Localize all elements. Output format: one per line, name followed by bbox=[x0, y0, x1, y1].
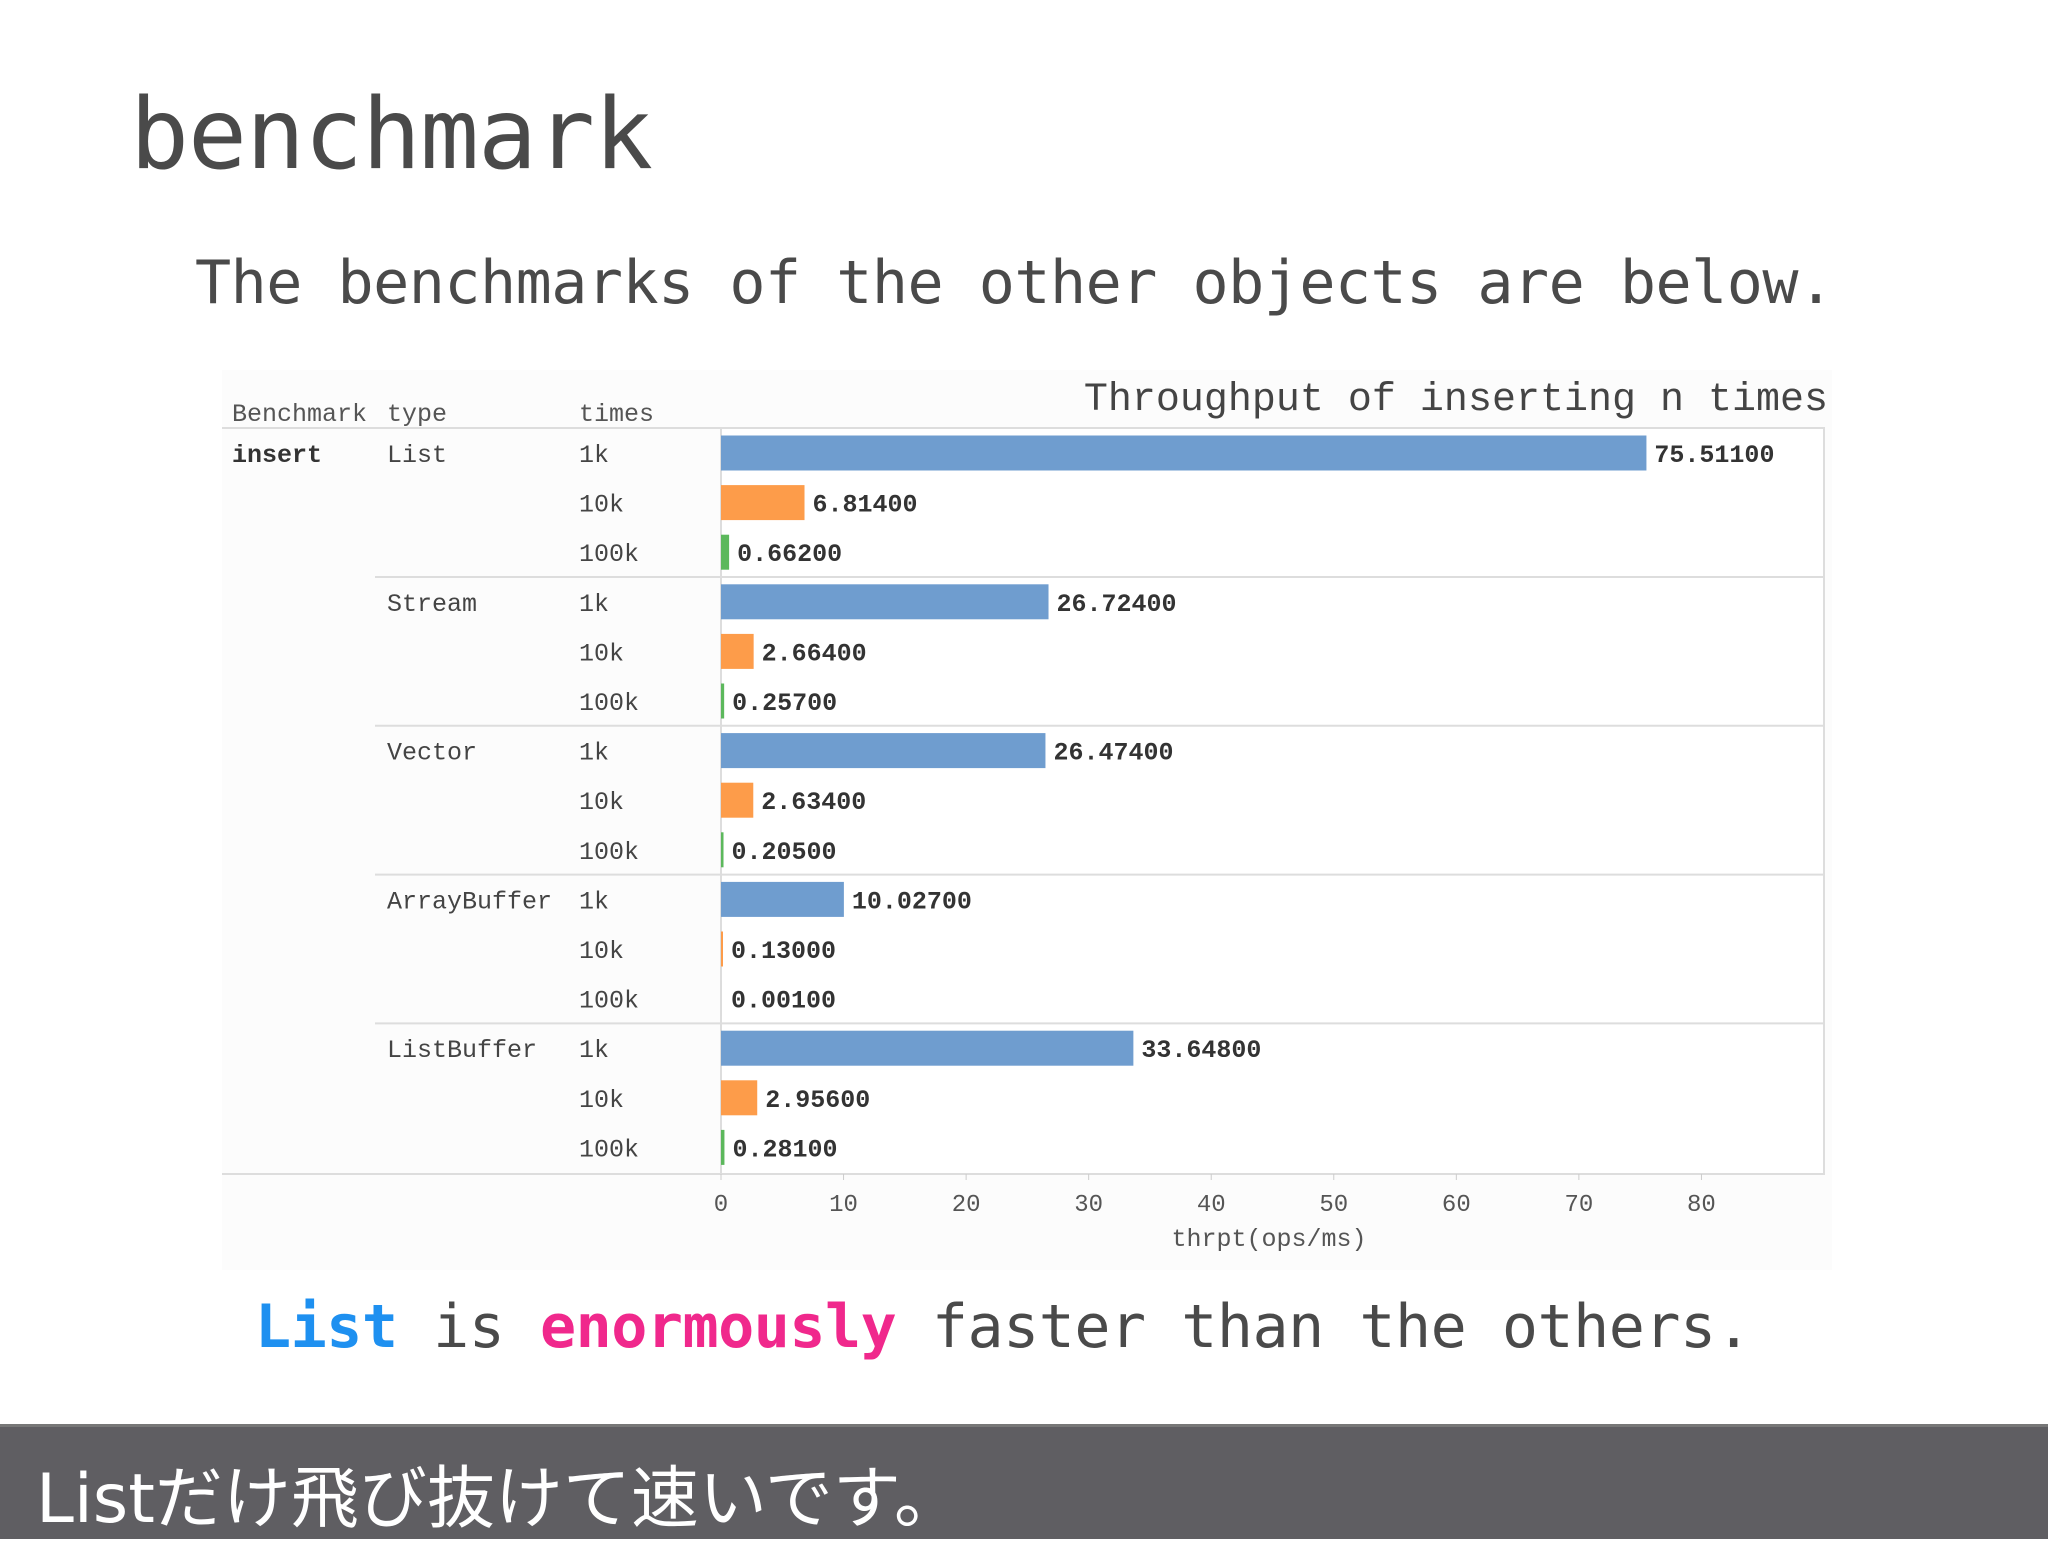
benchmark-chart: Throughput of inserting n times Benchmark… bbox=[0, 0, 2048, 1300]
value-label: 75.51100 bbox=[1654, 441, 1774, 470]
value-label: 26.72400 bbox=[1057, 590, 1177, 619]
column-header: Benchmark bbox=[232, 400, 367, 429]
bar-ListBuffer-100k bbox=[721, 1130, 724, 1165]
x-tick-label: 50 bbox=[1319, 1192, 1348, 1219]
times-label: 100k bbox=[579, 838, 639, 867]
type-label: Stream bbox=[387, 590, 477, 619]
value-label: 6.81400 bbox=[813, 491, 918, 520]
subtitle-band: Listだけ飛び抜けて速いです。 bbox=[0, 1424, 2048, 1539]
type-label: ListBuffer bbox=[387, 1036, 537, 1065]
bar-List-10k bbox=[721, 485, 805, 520]
x-axis-label: thrpt(ops/ms) bbox=[1171, 1225, 1366, 1254]
value-label: 33.64800 bbox=[1141, 1036, 1261, 1065]
bar-ArrayBuffer-1k bbox=[721, 882, 844, 917]
value-label: 0.13000 bbox=[731, 937, 836, 966]
x-tick-label: 80 bbox=[1687, 1192, 1716, 1219]
caption-enormously: enormously bbox=[540, 1292, 896, 1362]
x-tick-label: 10 bbox=[829, 1192, 858, 1219]
caption-text: is bbox=[398, 1292, 541, 1362]
benchmark-label: insert bbox=[232, 441, 322, 470]
x-tick-label: 20 bbox=[952, 1192, 981, 1219]
value-label: 2.63400 bbox=[761, 788, 866, 817]
value-label: 2.95600 bbox=[765, 1086, 870, 1115]
times-label: 10k bbox=[579, 937, 624, 966]
caption-text-rest: faster than the others. bbox=[896, 1292, 1751, 1362]
bar-Stream-10k bbox=[721, 634, 754, 669]
times-label: 100k bbox=[579, 987, 639, 1016]
bar-List-100k bbox=[721, 535, 729, 570]
x-tick-label: 40 bbox=[1197, 1192, 1226, 1219]
times-label: 100k bbox=[579, 540, 639, 569]
times-label: 1k bbox=[579, 739, 609, 768]
times-label: 1k bbox=[579, 1036, 609, 1065]
bar-Vector-100k bbox=[721, 832, 724, 867]
type-label: Vector bbox=[387, 739, 477, 768]
bar-ListBuffer-1k bbox=[721, 1031, 1133, 1066]
type-label: ArrayBuffer bbox=[387, 887, 552, 916]
bar-List-1k bbox=[721, 436, 1646, 471]
value-label: 0.66200 bbox=[737, 540, 842, 569]
x-tick-label: 70 bbox=[1564, 1192, 1593, 1219]
bar-Vector-1k bbox=[721, 733, 1045, 768]
value-label: 10.02700 bbox=[852, 887, 972, 916]
x-tick-label: 30 bbox=[1074, 1192, 1103, 1219]
value-label: 0.25700 bbox=[732, 689, 837, 718]
bar-Vector-10k bbox=[721, 783, 753, 818]
bar-Stream-1k bbox=[721, 584, 1049, 619]
times-label: 1k bbox=[579, 887, 609, 916]
x-tick-label: 60 bbox=[1442, 1192, 1471, 1219]
value-label: 2.66400 bbox=[762, 639, 867, 668]
bar-ArrayBuffer-10k bbox=[721, 932, 723, 967]
caption-list: List bbox=[255, 1292, 398, 1362]
type-label: List bbox=[387, 441, 447, 470]
times-label: 100k bbox=[579, 1135, 639, 1164]
value-label: 0.20500 bbox=[732, 838, 837, 867]
column-header: type bbox=[387, 400, 447, 429]
slide-caption: List is enormously faster than the other… bbox=[255, 1292, 1751, 1362]
value-label: 0.00100 bbox=[731, 987, 836, 1016]
subtitle-band-text: Listだけ飛び抜けて速いです。 bbox=[36, 1443, 962, 1542]
value-label: 0.28100 bbox=[732, 1135, 837, 1164]
bar-Stream-100k bbox=[721, 684, 724, 719]
bar-ListBuffer-10k bbox=[721, 1080, 757, 1115]
x-tick-label: 0 bbox=[714, 1192, 728, 1219]
times-label: 10k bbox=[579, 639, 624, 668]
column-header: times bbox=[579, 400, 654, 429]
value-label: 26.47400 bbox=[1053, 739, 1173, 768]
times-label: 1k bbox=[579, 441, 609, 470]
times-label: 100k bbox=[579, 689, 639, 718]
times-label: 10k bbox=[579, 788, 624, 817]
chart-title: Throughput of inserting n times bbox=[1084, 378, 1828, 423]
times-label: 10k bbox=[579, 1086, 624, 1115]
times-label: 10k bbox=[579, 491, 624, 520]
times-label: 1k bbox=[579, 590, 609, 619]
